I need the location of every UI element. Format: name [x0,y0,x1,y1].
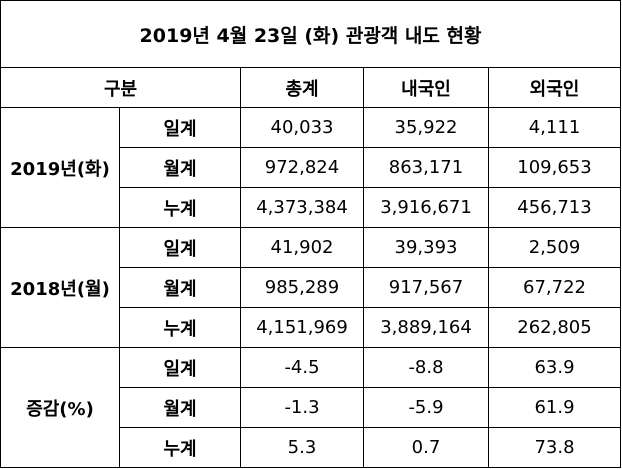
table-row: 누계 4,151,969 3,889,164 262,805 [1,307,621,348]
column-header: 구분 [0,67,241,108]
value-cell: 0.7 [363,427,489,468]
value-cell: 3,916,671 [363,187,489,228]
value-cell: 109,653 [488,147,621,188]
column-header: 외국인 [488,67,621,108]
value-cell: 863,171 [363,147,489,188]
value-cell: 4,111 [488,107,621,148]
table-row: 월계 972,824 863,171 109,653 [1,147,621,188]
table-row: 2018년(월) 일계 41,902 39,393 2,509 [0,227,621,348]
value-cell: 2,509 [488,227,621,268]
value-cell: 67,722 [488,267,621,308]
row-label: 월계 [119,147,241,188]
table-row: 2019년 4월 23일 (화) 관광객 내도 현황 [0,0,621,68]
row-label: 월계 [119,267,241,308]
value-cell: 5.3 [240,427,364,468]
table-row: 증감(%) 일계 -4.5 -8.8 63.9 [0,347,621,468]
row-label: 일계 [119,347,241,388]
table-row: 월계 -1.3 -5.9 61.9 [1,387,621,428]
value-cell: 917,567 [363,267,489,308]
table-row: 2019년(화) 일계 40,033 35,922 4,111 [0,107,621,228]
row-label: 누계 [119,427,241,468]
table-row: 월계 985,289 917,567 67,722 [1,267,621,308]
value-cell: -8.8 [363,347,489,388]
table-title: 2019년 4월 23일 (화) 관광객 내도 현황 [0,0,621,68]
value-cell: -4.5 [240,347,364,388]
value-cell: 73.8 [488,427,621,468]
column-header: 총계 [240,67,364,108]
row-label: 누계 [119,187,241,228]
value-cell: 3,889,164 [363,307,489,348]
table-row: 누계 5.3 0.7 73.8 [1,427,621,468]
value-cell: 63.9 [488,347,621,388]
value-cell: 39,393 [363,227,489,268]
value-cell: -1.3 [240,387,364,428]
column-header: 내국인 [363,67,489,108]
value-cell: 262,805 [488,307,621,348]
value-cell: 985,289 [240,267,364,308]
value-cell: 35,922 [363,107,489,148]
table-row: 누계 4,373,384 3,916,671 456,713 [1,187,621,228]
group-label: 증감(%) [0,347,120,468]
value-cell: 61.9 [488,387,621,428]
table-row: 구분 총계 내국인 외국인 [0,67,621,108]
value-cell: 972,824 [240,147,364,188]
row-label: 월계 [119,387,241,428]
value-cell: 4,373,384 [240,187,364,228]
value-cell: 40,033 [240,107,364,148]
value-cell: 4,151,969 [240,307,364,348]
row-label: 누계 [119,307,241,348]
value-cell: -5.9 [363,387,489,428]
value-cell: 456,713 [488,187,621,228]
group-label: 2018년(월) [0,227,120,348]
row-label: 일계 [119,107,241,148]
group-label: 2019년(화) [0,107,120,228]
value-cell: 41,902 [240,227,364,268]
row-label: 일계 [119,227,241,268]
